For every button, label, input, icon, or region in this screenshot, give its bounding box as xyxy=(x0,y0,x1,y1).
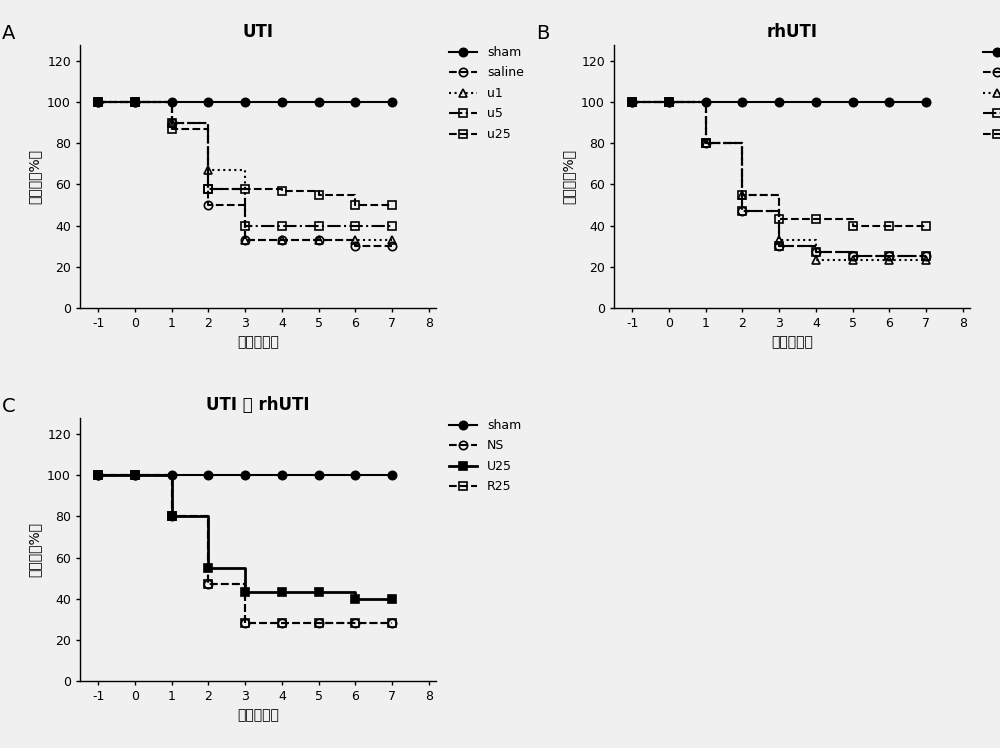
Text: B: B xyxy=(536,24,549,43)
Legend: sham, NS, U25, R25: sham, NS, U25, R25 xyxy=(449,419,521,494)
Y-axis label: 生存率（%）: 生存率（%） xyxy=(562,149,576,203)
Legend: sham, NS, R1, R5, R25: sham, NS, R1, R5, R25 xyxy=(983,46,1000,141)
X-axis label: 时间（天）: 时间（天） xyxy=(237,708,279,723)
Title: UTI 和 rhUTI: UTI 和 rhUTI xyxy=(206,396,310,414)
Title: rhUTI: rhUTI xyxy=(767,22,818,40)
Text: C: C xyxy=(2,397,15,416)
X-axis label: 时间（天）: 时间（天） xyxy=(237,335,279,349)
Y-axis label: 生存率（%）: 生存率（%） xyxy=(28,522,42,577)
Y-axis label: 生存率（%）: 生存率（%） xyxy=(28,149,42,203)
Text: A: A xyxy=(2,24,15,43)
Legend: sham, saline, u1, u5, u25: sham, saline, u1, u5, u25 xyxy=(449,46,524,141)
X-axis label: 时间（天）: 时间（天） xyxy=(771,335,813,349)
Title: UTI: UTI xyxy=(242,22,274,40)
